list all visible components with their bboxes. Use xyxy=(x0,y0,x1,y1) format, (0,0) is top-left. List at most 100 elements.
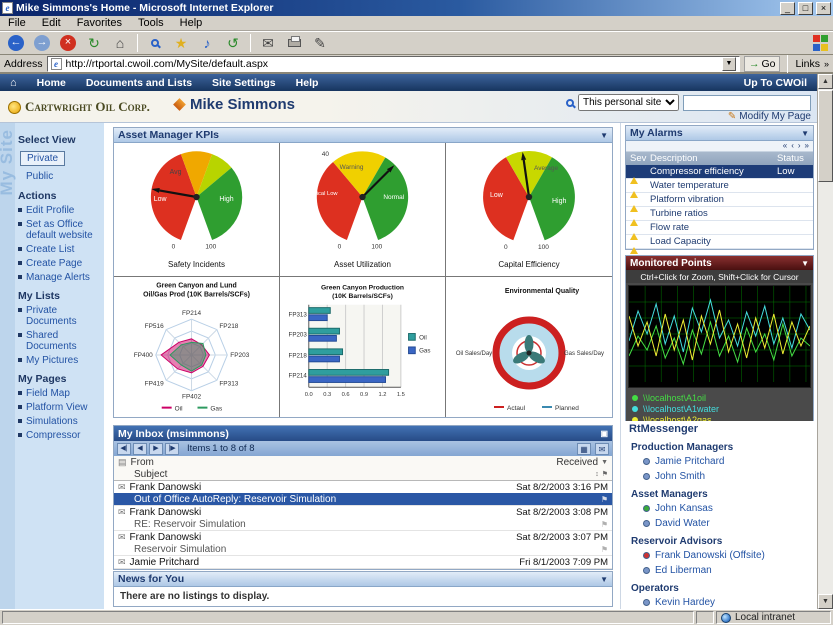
alarm-row[interactable]: Platform vibration xyxy=(626,193,813,212)
contact-item[interactable]: Frank Danowski (Offsite) xyxy=(625,548,814,563)
search-input[interactable] xyxy=(683,94,811,111)
alarm-row[interactable]: Water temperature xyxy=(626,179,813,198)
nav-help[interactable]: Help xyxy=(295,76,319,89)
webpart-restore-icon[interactable]: ▣ xyxy=(600,429,608,438)
contact-item[interactable]: Kevin Hardey xyxy=(625,595,814,609)
flag-icon[interactable]: ⚑ xyxy=(600,544,608,554)
menu-edit[interactable]: Edit xyxy=(41,17,61,29)
links-chevron-icon[interactable]: » xyxy=(823,58,829,69)
scrollbar-thumb[interactable] xyxy=(818,90,833,182)
scroll-down-icon[interactable]: ▼ xyxy=(818,594,833,609)
webpart-menu-icon[interactable]: ▼ xyxy=(801,128,809,138)
scroll-up-icon[interactable]: ▲ xyxy=(818,74,833,89)
description-column-header[interactable]: Description xyxy=(650,153,698,164)
search-scope-select[interactable]: This personal site xyxy=(578,94,679,111)
new-mail-icon[interactable]: ✉ xyxy=(595,442,609,455)
sidebar-item-compressor[interactable]: Compressor xyxy=(18,430,102,441)
sev-column-header[interactable]: Sev xyxy=(630,153,647,164)
webpart-menu-icon[interactable]: ▼ xyxy=(600,130,608,140)
home-button[interactable]: ⌂ xyxy=(108,33,132,53)
group-production-managers[interactable]: Production Managers xyxy=(631,442,734,453)
media-button[interactable]: ♪ xyxy=(195,33,219,53)
status-column-header[interactable]: Status xyxy=(777,153,804,164)
sidebar-item-simulations[interactable]: Simulations xyxy=(18,416,102,427)
vertical-scrollbar[interactable]: ▲ ▼ xyxy=(817,74,833,609)
pager-first-icon[interactable]: « xyxy=(782,141,788,150)
menu-help[interactable]: Help xyxy=(179,17,203,29)
alarm-row[interactable]: Turbine ratios xyxy=(626,207,813,226)
legend-item[interactable]: \\localhost\A2gas xyxy=(632,414,807,425)
up-to-cwoil-link[interactable]: Up To CWOil xyxy=(743,76,807,89)
inbox-message-row[interactable]: ✉ Frank Danowski Sat 8/2/2003 3:07 PM Re… xyxy=(114,531,612,556)
next-page-button[interactable]: ▶ xyxy=(149,442,163,455)
history-button[interactable]: ↺ xyxy=(221,33,245,53)
edit-button[interactable]: ✎ xyxy=(308,33,332,53)
first-page-button[interactable]: ◀| xyxy=(117,442,131,455)
received-column-header[interactable]: Received xyxy=(556,456,599,468)
stop-button[interactable]: × xyxy=(56,33,80,53)
sidebar-item-my-pictures[interactable]: My Pictures xyxy=(18,355,102,366)
address-book-icon[interactable]: ▦ xyxy=(577,442,591,455)
menu-file[interactable]: File xyxy=(8,17,26,29)
search-button[interactable] xyxy=(143,33,167,53)
sidebar-item-shared-documents[interactable]: Shared Documents xyxy=(18,330,102,352)
close-button[interactable]: × xyxy=(816,1,831,15)
menu-tools[interactable]: Tools xyxy=(137,17,164,29)
flag-icon[interactable]: ⚑ xyxy=(600,494,608,504)
maximize-button[interactable]: □ xyxy=(798,1,813,15)
forward-button[interactable]: → xyxy=(30,33,54,53)
pager-next-icon[interactable]: › xyxy=(797,141,801,150)
print-button[interactable] xyxy=(282,33,306,53)
contact-item[interactable]: Jamie Pritchard xyxy=(625,454,814,469)
monitored-points-chart[interactable] xyxy=(628,285,811,388)
mail-button[interactable]: ✉ xyxy=(256,33,280,53)
sidebar-item-create-list[interactable]: Create List xyxy=(18,244,102,255)
legend-item[interactable]: \\localhost\A1water xyxy=(632,403,807,414)
prev-page-button[interactable]: ◀ xyxy=(133,442,147,455)
flag-column-icon[interactable]: ⚑ xyxy=(601,471,608,478)
webpart-menu-icon[interactable]: ▼ xyxy=(600,574,608,584)
address-dropdown-icon[interactable]: ▼ xyxy=(721,56,736,71)
flag-icon[interactable]: ⚑ xyxy=(600,519,608,529)
contact-item[interactable]: David Water xyxy=(625,516,814,531)
address-input[interactable]: e http://rtportal.cwoil.com/MySite/defau… xyxy=(46,55,740,72)
alarm-row[interactable]: Compressor efficiency Low xyxy=(626,165,813,184)
sidebar-item-platform-view[interactable]: Platform View xyxy=(18,402,102,413)
back-button[interactable]: ← xyxy=(4,33,28,53)
contact-item[interactable]: John Smith xyxy=(625,469,814,484)
links-label[interactable]: Links xyxy=(795,57,820,70)
sidebar-item-edit-profile[interactable]: Edit Profile xyxy=(18,205,102,216)
minimize-button[interactable]: _ xyxy=(780,1,795,15)
pager-prev-icon[interactable]: ‹ xyxy=(791,141,794,150)
alarm-row[interactable]: Load Capacity xyxy=(626,235,813,254)
from-column-header[interactable]: From xyxy=(130,456,154,468)
last-page-button[interactable]: |▶ xyxy=(165,442,179,455)
alarm-row[interactable]: Flow rate xyxy=(626,221,813,240)
sidebar-item-field-map[interactable]: Field Map xyxy=(18,388,102,399)
group-operators[interactable]: Operators xyxy=(631,583,679,594)
sidebar-item-manage-alerts[interactable]: Manage Alerts xyxy=(18,272,102,283)
nav-home[interactable]: Home xyxy=(36,76,66,89)
sort-desc-icon[interactable]: ▼ xyxy=(601,458,608,466)
inbox-message-row[interactable]: ✉ Jamie Pritchard Fri 8/1/2003 7:09 PM xyxy=(114,556,612,569)
contact-item[interactable]: John Kansas xyxy=(625,501,814,516)
go-button[interactable]: → Go xyxy=(743,55,781,72)
group-asset-managers[interactable]: Asset Managers xyxy=(631,489,708,500)
webpart-menu-icon[interactable]: ▼ xyxy=(801,258,809,268)
nav-site-settings[interactable]: Site Settings xyxy=(212,76,276,89)
legend-item[interactable]: \\localhost\A1oil xyxy=(632,392,807,403)
nav-documents-and-lists[interactable]: Documents and Lists xyxy=(85,76,193,89)
inbox-message-row[interactable]: ✉ Frank Danowski Sat 8/2/2003 3:08 PM RE… xyxy=(114,506,612,531)
contact-item[interactable]: Ed Liberman xyxy=(625,563,814,578)
subject-column-header[interactable]: Subject xyxy=(134,468,168,480)
sort-icon[interactable]: ↕ xyxy=(595,470,599,478)
sidebar-item-set-default-website[interactable]: Set as Office default website xyxy=(18,219,102,241)
sidebar-item-private-documents[interactable]: Private Documents xyxy=(18,305,102,327)
favorites-button[interactable]: ★ xyxy=(169,33,193,53)
view-private-link[interactable]: Private xyxy=(20,151,66,166)
view-public-link[interactable]: Public xyxy=(26,171,54,182)
modify-my-page-link[interactable]: ✎ Modify My Page xyxy=(727,111,811,122)
sidebar-item-create-page[interactable]: Create Page xyxy=(18,258,102,269)
menu-favorites[interactable]: Favorites xyxy=(76,17,122,29)
pager-last-icon[interactable]: » xyxy=(804,141,809,150)
